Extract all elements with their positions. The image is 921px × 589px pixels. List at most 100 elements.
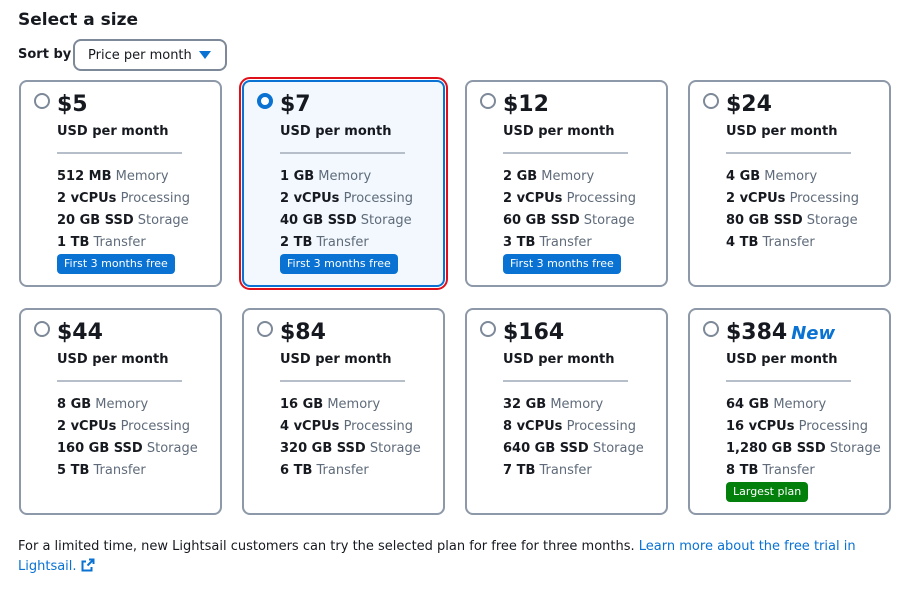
free-trial-note: For a limited time, new Lightsail custom… <box>18 537 898 579</box>
plan-radio[interactable] <box>480 93 496 109</box>
free-trial-link[interactable]: Learn more about the free trial in Light… <box>18 539 856 574</box>
plan-card[interactable]: $7 USD per month 1 GB Memory 2 vCPUs Proces… <box>239 77 448 290</box>
spec-value: 8 TB <box>726 463 759 478</box>
plan-spec-storage: 640 GB SSD Storage <box>503 441 644 456</box>
divider <box>57 152 182 154</box>
spec-value: 20 GB SSD <box>57 213 134 228</box>
spec-unit: Memory <box>550 397 604 412</box>
spec-unit: Transfer <box>539 235 592 250</box>
plan-spec-memory: 8 GB Memory <box>57 397 148 412</box>
plan-spec-processing: 8 vCPUs Processing <box>503 419 636 434</box>
plan-spec-processing: 2 vCPUs Processing <box>726 191 859 206</box>
free-trial-link-label: Learn more about the free trial in Light… <box>18 539 856 574</box>
plan-radio[interactable] <box>34 93 50 109</box>
plan-price-value: $24 <box>726 92 772 117</box>
plan-radio[interactable] <box>703 93 719 109</box>
spec-unit: Memory <box>764 169 818 184</box>
plan-spec-transfer: 1 TB Transfer <box>57 235 146 250</box>
divider <box>726 152 851 154</box>
spec-unit: Transfer <box>762 463 815 478</box>
plan-price: $84 <box>280 320 326 345</box>
plan-card[interactable]: $5 USD per month 512 MB Memory 2 vCPUs Proc… <box>19 80 222 287</box>
spec-unit: Processing <box>120 419 190 434</box>
plan-spec-storage: 320 GB SSD Storage <box>280 441 421 456</box>
spec-value: 3 TB <box>503 235 536 250</box>
plan-card[interactable]: $84 USD per month 16 GB Memory 4 vCPUs Proc… <box>242 308 445 515</box>
plan-period: USD per month <box>57 124 169 139</box>
plan-radio[interactable] <box>257 321 273 337</box>
plan-spec-memory: 64 GB Memory <box>726 397 826 412</box>
spec-value: 4 vCPUs <box>280 419 340 434</box>
plan-period: USD per month <box>726 352 838 367</box>
spec-unit: Processing <box>566 191 636 206</box>
spec-value: 2 vCPUs <box>503 191 563 206</box>
spec-unit: Processing <box>343 419 413 434</box>
plan-spec-transfer: 4 TB Transfer <box>726 235 815 250</box>
spec-value: 1 TB <box>57 235 90 250</box>
plan-price: $12 <box>503 92 549 117</box>
plan-spec-storage: 20 GB SSD Storage <box>57 213 189 228</box>
plan-spec-storage: 60 GB SSD Storage <box>503 213 635 228</box>
plan-spec-processing: 16 vCPUs Processing <box>726 419 868 434</box>
plan-spec-memory: 1 GB Memory <box>280 169 371 184</box>
spec-value: 4 TB <box>726 235 759 250</box>
spec-value: 16 GB <box>280 397 324 412</box>
plan-card[interactable]: $164 USD per month 32 GB Memory 8 vCPUs Pro… <box>465 308 668 515</box>
spec-unit: Transfer <box>93 235 146 250</box>
page-title: Select a size <box>18 10 139 30</box>
spec-value: 2 TB <box>280 235 313 250</box>
spec-unit: Transfer <box>316 235 369 250</box>
spec-unit: Storage <box>369 441 421 456</box>
spec-value: 320 GB SSD <box>280 441 366 456</box>
spec-unit: Storage <box>592 441 644 456</box>
spec-value: 2 vCPUs <box>280 191 340 206</box>
spec-value: 2 vCPUs <box>726 191 786 206</box>
spec-unit: Storage <box>806 213 858 228</box>
spec-value: 16 vCPUs <box>726 419 795 434</box>
spec-unit: Memory <box>773 397 827 412</box>
divider <box>57 380 182 382</box>
plan-price: $384 New <box>726 320 835 345</box>
spec-value: 64 GB <box>726 397 770 412</box>
divider <box>726 380 851 382</box>
spec-value: 2 vCPUs <box>57 419 117 434</box>
spec-unit: Transfer <box>316 463 369 478</box>
spec-value: 7 TB <box>503 463 536 478</box>
plan-card[interactable]: $44 USD per month 8 GB Memory 2 vCPUs Proce… <box>19 308 222 515</box>
plan-radio[interactable] <box>257 93 273 109</box>
spec-unit: Memory <box>95 397 149 412</box>
spec-unit: Processing <box>566 419 636 434</box>
plan-spec-storage: 1,280 GB SSD Storage <box>726 441 881 456</box>
spec-unit: Storage <box>583 213 635 228</box>
plan-radio[interactable] <box>703 321 719 337</box>
spec-unit: Memory <box>541 169 595 184</box>
plan-price-value: $164 <box>503 320 565 345</box>
new-tag: New <box>791 323 836 344</box>
sort-label: Sort by <box>18 47 72 62</box>
plan-price: $164 <box>503 320 564 345</box>
spec-unit: Processing <box>798 419 869 434</box>
plan-spec-transfer: 5 TB Transfer <box>57 463 146 478</box>
spec-value: 1 GB <box>280 169 315 184</box>
plan-spec-processing: 2 vCPUs Processing <box>57 419 190 434</box>
plan-radio[interactable] <box>34 321 50 337</box>
external-link-icon <box>81 558 95 579</box>
plan-price: $44 <box>57 320 103 345</box>
plan-card[interactable]: $384 New USD per month 64 GB Memory 16 vCPUs… <box>688 308 891 515</box>
spec-unit: Processing <box>120 191 190 206</box>
plan-radio[interactable] <box>480 321 496 337</box>
sort-select[interactable]: Price per month <box>73 39 227 71</box>
divider <box>280 380 405 382</box>
plan-card[interactable]: $12 USD per month 2 GB Memory 2 vCPUs Proce… <box>465 80 668 287</box>
sort-selected-value: Price per month <box>88 47 192 63</box>
caret-down-icon <box>199 51 211 59</box>
spec-value: 2 GB <box>503 169 538 184</box>
spec-value: 60 GB SSD <box>503 213 580 228</box>
plan-spec-transfer: 8 TB Transfer <box>726 463 815 478</box>
spec-unit: Memory <box>327 397 381 412</box>
spec-unit: Processing <box>343 191 413 206</box>
plan-period: USD per month <box>726 124 838 139</box>
plan-spec-memory: 2 GB Memory <box>503 169 594 184</box>
spec-unit: Transfer <box>539 463 592 478</box>
plan-card[interactable]: $24 USD per month 4 GB Memory 2 vCPUs Proce… <box>688 80 891 287</box>
